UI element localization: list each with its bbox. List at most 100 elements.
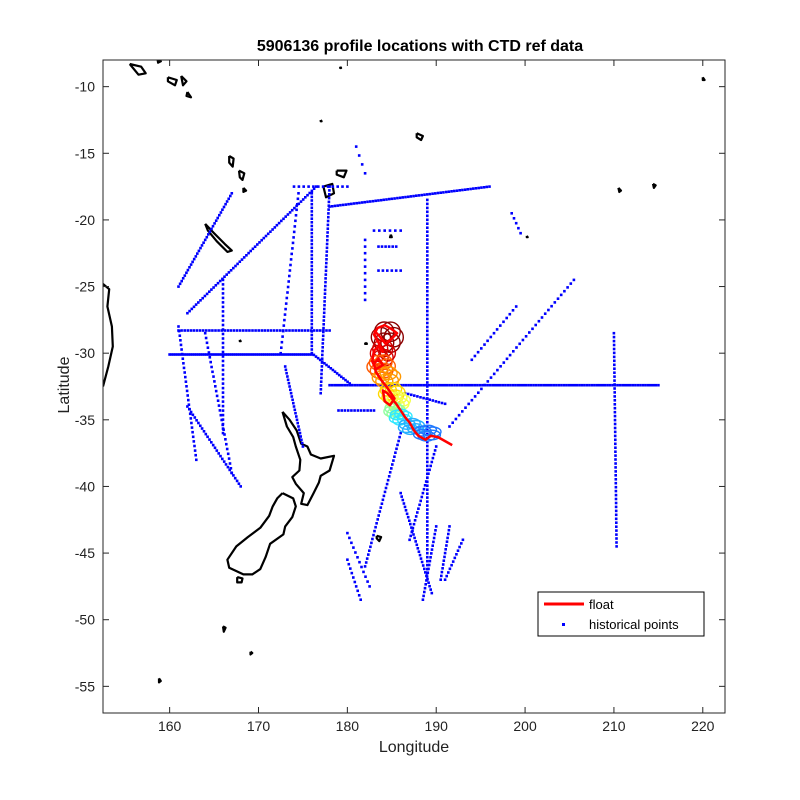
- historical-point: [188, 266, 191, 269]
- historical-point: [282, 324, 286, 327]
- historical-point: [221, 310, 225, 313]
- historical-point: [461, 538, 465, 542]
- historical-point: [426, 262, 429, 265]
- historical-point: [323, 307, 326, 311]
- historical-point: [221, 287, 225, 291]
- historical-point: [347, 202, 350, 206]
- historical-point: [401, 498, 405, 502]
- historical-point: [473, 383, 477, 387]
- historical-point: [327, 212, 330, 215]
- historical-point: [613, 399, 617, 402]
- historical-point: [310, 344, 314, 348]
- historical-point: [423, 590, 426, 594]
- historical-point: [426, 218, 429, 222]
- historical-point: [613, 363, 616, 367]
- historical-point: [425, 397, 428, 401]
- historical-point: [253, 245, 257, 248]
- historical-point: [266, 232, 270, 236]
- x-tick-label: 160: [158, 718, 182, 734]
- coastline-vanuatu-a: [228, 155, 235, 168]
- historical-point: [612, 339, 616, 343]
- historical-point: [258, 241, 261, 244]
- y-tick-label: -50: [75, 612, 95, 628]
- historical-point: [569, 282, 573, 285]
- historical-point: [418, 553, 422, 557]
- historical-point: [492, 331, 496, 335]
- historical-point: [458, 383, 461, 387]
- historical-point: [426, 361, 429, 364]
- historical-point: [275, 223, 279, 227]
- historical-point: [349, 567, 352, 570]
- historical-point: [221, 457, 224, 461]
- historical-point: [465, 383, 469, 387]
- historical-point: [197, 421, 200, 425]
- historical-point: [382, 494, 386, 498]
- axes-box: [102, 59, 726, 714]
- historical-point: [556, 297, 560, 300]
- historical-point: [443, 555, 446, 559]
- historical-point: [184, 380, 188, 383]
- coastline-fiji-a: [322, 182, 336, 199]
- historical-point: [426, 349, 429, 353]
- historical-point: [613, 379, 616, 382]
- historical-point: [203, 294, 207, 298]
- historical-point: [390, 269, 394, 272]
- historical-point: [232, 329, 236, 332]
- historical-point: [542, 383, 545, 387]
- historical-point: [613, 422, 617, 426]
- historical-point: [280, 219, 283, 223]
- coastline-tahiti-b: [651, 182, 657, 189]
- historical-point: [447, 532, 450, 536]
- historical-point: [426, 266, 429, 269]
- historical-point: [565, 383, 568, 387]
- historical-point: [376, 518, 379, 521]
- historical-point: [221, 395, 225, 399]
- historical-point: [208, 438, 211, 441]
- historical-point: [428, 468, 431, 472]
- historical-point: [613, 430, 617, 434]
- historical-point: [333, 370, 337, 373]
- historical-point: [419, 396, 422, 399]
- historical-point: [614, 458, 617, 461]
- historical-point: [553, 301, 557, 304]
- historical-point: [614, 438, 617, 442]
- x-tick-label: 190: [425, 718, 449, 734]
- historical-point: [184, 353, 188, 356]
- historical-point: [434, 192, 437, 195]
- historical-point: [319, 380, 323, 383]
- historical-point: [394, 269, 398, 272]
- historical-point: [639, 383, 642, 387]
- historical-point: [213, 353, 217, 356]
- historical-point: [445, 540, 449, 543]
- historical-point: [425, 579, 428, 582]
- historical-point: [238, 260, 242, 263]
- historical-point: [380, 502, 384, 505]
- historical-point: [192, 440, 196, 443]
- historical-point: [578, 383, 581, 387]
- historical-point: [528, 331, 531, 334]
- historical-point: [310, 322, 314, 326]
- historical-point: [195, 329, 199, 332]
- historical-point: [310, 297, 314, 300]
- historical-point: [271, 228, 274, 231]
- historical-point: [266, 329, 270, 332]
- historical-point: [417, 383, 421, 387]
- historical-point: [491, 383, 494, 387]
- historical-point: [476, 350, 480, 354]
- historical-point: [423, 193, 426, 196]
- historical-point: [238, 329, 242, 332]
- historical-point: [343, 409, 347, 412]
- historical-point: [439, 191, 442, 194]
- historical-point: [426, 508, 429, 511]
- historical-point: [330, 383, 334, 387]
- y-axis-label: Latitude: [56, 356, 73, 413]
- historical-point: [435, 383, 438, 387]
- historical-point: [286, 291, 289, 294]
- historical-point: [190, 426, 194, 429]
- historical-point: [232, 474, 235, 477]
- historical-point: [426, 333, 429, 337]
- historical-point: [379, 506, 383, 509]
- historical-point: [383, 490, 387, 494]
- historical-point: [221, 337, 225, 340]
- historical-point: [183, 371, 186, 374]
